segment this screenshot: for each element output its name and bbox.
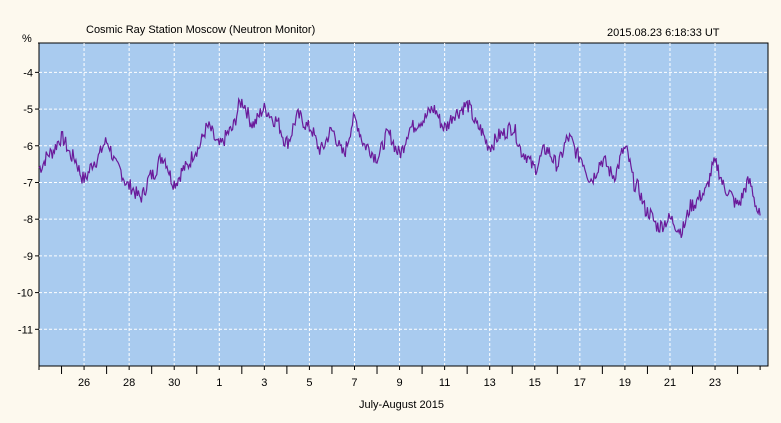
- x-tick-label: 11: [439, 377, 450, 389]
- y-axis-unit: %: [22, 33, 32, 45]
- x-tick-label: 5: [306, 377, 312, 389]
- x-tick-label: 17: [574, 377, 586, 389]
- y-tick-label: -10: [17, 288, 33, 300]
- y-tick-label: -5: [23, 104, 33, 116]
- x-tick-label: 9: [396, 377, 402, 389]
- x-axis-label: July-August 2015: [359, 399, 444, 411]
- y-tick-label: -4: [23, 67, 33, 79]
- x-tick-label: 21: [664, 377, 676, 389]
- x-tick-label: 30: [168, 377, 180, 389]
- y-tick-label: -9: [23, 251, 33, 263]
- y-tick-label: -6: [23, 141, 33, 153]
- y-tick-label: -7: [23, 177, 33, 189]
- x-tick-label: 28: [123, 377, 135, 389]
- plot-area: [38, 42, 769, 367]
- x-tick-label: 19: [619, 377, 631, 389]
- x-tick-label: 1: [216, 377, 222, 389]
- x-tick-label: 23: [709, 377, 721, 389]
- y-tick-label: -8: [23, 214, 33, 226]
- x-tick-label: 7: [351, 377, 357, 389]
- neutron-series-line: [38, 96, 761, 238]
- chart-title: Cosmic Ray Station Moscow (Neutron Monit…: [86, 24, 316, 36]
- x-tick-label: 13: [484, 377, 496, 389]
- x-tick-label: 3: [261, 377, 267, 389]
- x-tick-label: 15: [529, 377, 541, 389]
- y-tick-label: -11: [18, 324, 33, 336]
- x-tick-label: 26: [78, 377, 90, 389]
- chart-timestamp: 2015.08.23 6:18:33 UT: [607, 27, 720, 39]
